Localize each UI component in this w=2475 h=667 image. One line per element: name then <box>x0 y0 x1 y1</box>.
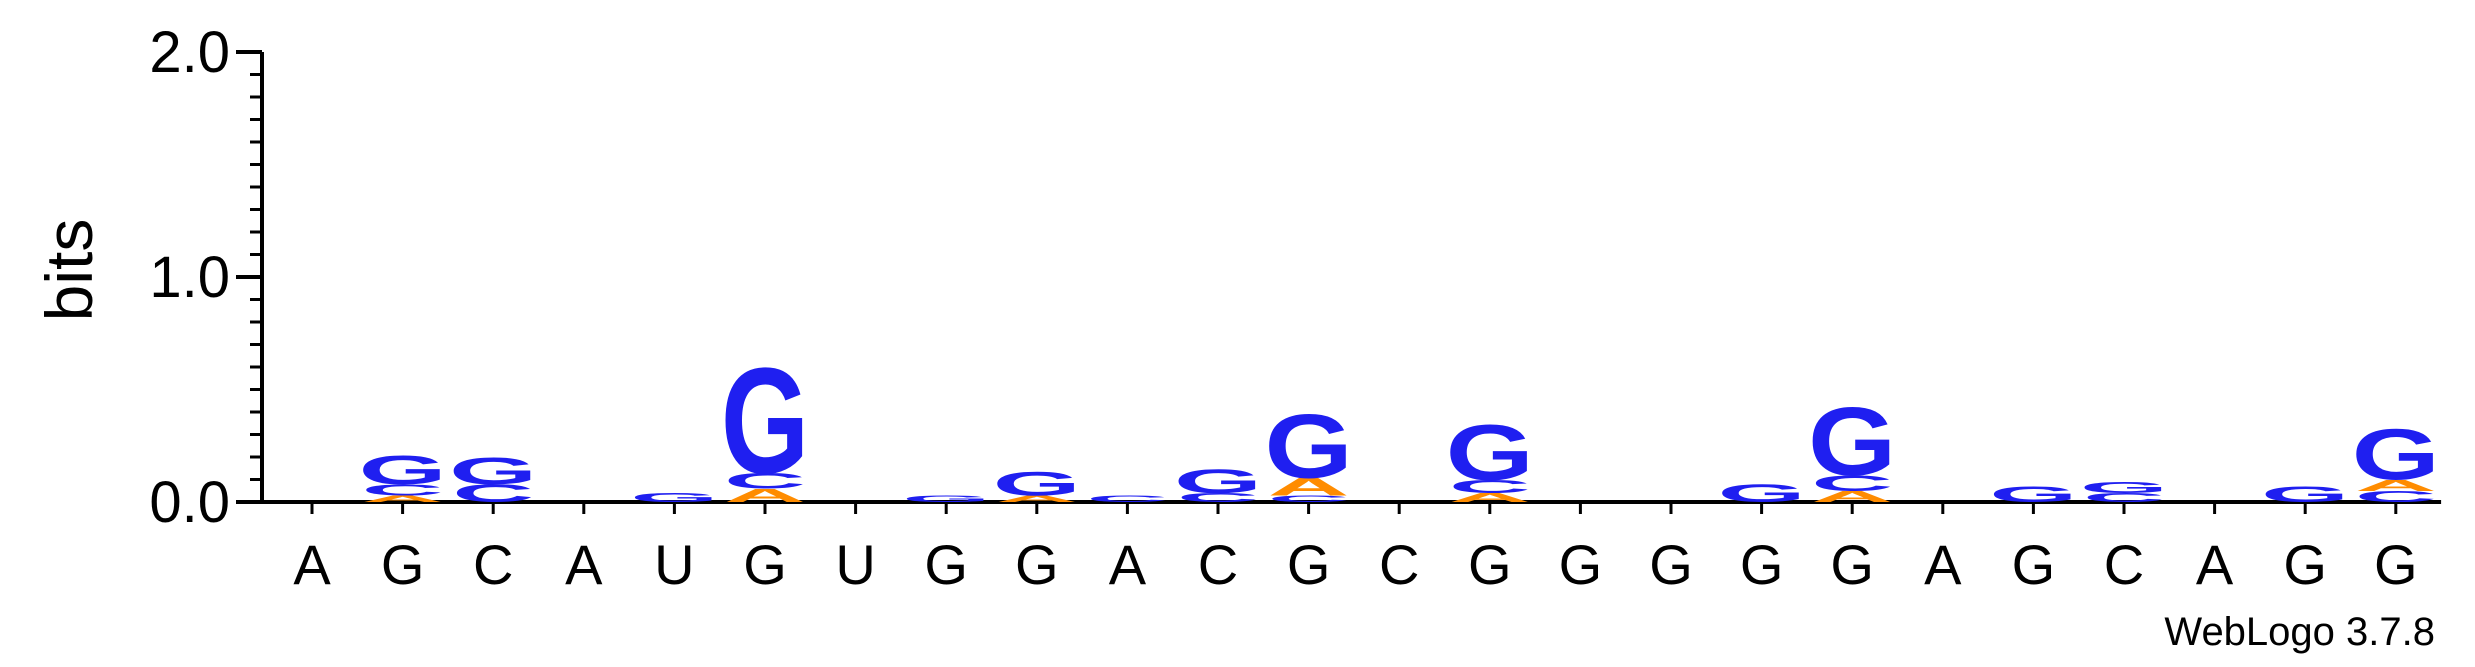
position-stack: G <box>1717 480 1805 508</box>
position-stack: G <box>630 491 718 505</box>
x-tick-label: C <box>473 533 513 596</box>
y-tick-label: 2.0 <box>149 20 230 85</box>
position-stack: AG <box>993 464 1081 504</box>
position-stack: G <box>902 494 990 505</box>
weblogo-credit: WebLogo 3.7.8 <box>2164 610 2435 654</box>
x-tick-label: U <box>654 533 694 596</box>
x-tick-label: A <box>1924 533 1962 596</box>
y-tick-label: 0.0 <box>149 470 230 535</box>
position-stack: CG <box>449 450 537 508</box>
position-stack: G <box>2261 482 2349 506</box>
x-tick-label: A <box>2196 533 2234 596</box>
y-axis: 0.0 1.0 2.0 <box>149 20 264 535</box>
x-tick-label: G <box>1015 533 1059 596</box>
logo-letter-G: G <box>2261 482 2349 506</box>
logo-letter-C: C <box>2355 488 2437 505</box>
logo-letter-G: G <box>1808 388 1896 497</box>
logo-letter-G: G <box>721 337 809 505</box>
logo-letter-C: C <box>2083 491 2165 505</box>
position-stack: C <box>1086 494 1168 505</box>
position-stack: CG <box>2080 479 2168 505</box>
position-stack: ACG <box>1808 388 1896 506</box>
x-tick-label: U <box>835 533 875 596</box>
x-tick-label: G <box>2283 533 2327 596</box>
x-tick-label: G <box>1287 533 1331 596</box>
logo-letter-G: G <box>993 464 1081 503</box>
logo-letter-G: G <box>358 448 446 493</box>
logo-letter-A: A <box>996 494 1078 505</box>
x-tick-label: G <box>1468 533 1512 596</box>
position-stack: ACG <box>721 337 809 506</box>
x-tick-label: G <box>2012 533 2056 596</box>
logo-letter-G: G <box>1989 482 2077 506</box>
logo-letter-G: G <box>902 494 990 505</box>
x-tick-label: A <box>1109 533 1147 596</box>
x-tick-label: G <box>1559 533 1603 596</box>
logo-letter-C: C <box>1177 491 1259 505</box>
logo-letter-G: G <box>449 450 537 492</box>
logo-letter-G: G <box>2352 415 2440 496</box>
position-stack: G <box>1989 482 2077 506</box>
logo-letter-C: C <box>1449 476 1531 497</box>
logo-letter-A: A <box>1449 491 1531 505</box>
logo-letter-C: C <box>724 469 806 493</box>
position-stack: ACG <box>358 448 446 505</box>
logo-letter-A: A <box>362 494 444 505</box>
logo-letter-G: G <box>1264 395 1352 497</box>
logo-letter-C: C <box>452 480 534 508</box>
x-tick-label: C <box>1198 533 1238 596</box>
position-stack: CAG <box>2352 415 2440 506</box>
x-tick-label: G <box>1649 533 1693 596</box>
x-tick-label: A <box>565 533 603 596</box>
x-tick-label: C <box>1379 533 1419 596</box>
logo-letter-C: C <box>1268 494 1350 505</box>
x-tick-label: C <box>2104 533 2144 596</box>
logo-letter-A: A <box>1811 488 1893 505</box>
x-tick-label: G <box>743 533 787 596</box>
logo-letter-A: A <box>724 485 806 506</box>
x-tick-label: G <box>1830 533 1874 596</box>
logo-letter-G: G <box>2080 479 2168 496</box>
x-tick-label: G <box>381 533 425 596</box>
logo-letter-G: G <box>1717 480 1805 508</box>
logo-letter-C: C <box>1086 494 1168 505</box>
position-stack: ACG <box>1446 409 1534 505</box>
x-tick-label: G <box>1740 533 1784 596</box>
x-tick-label: A <box>293 533 331 596</box>
logo-letter-A: A <box>2355 477 2437 494</box>
logo-letter-C: C <box>362 481 444 498</box>
x-tick-label: G <box>2374 533 2418 596</box>
y-tick-label: 1.0 <box>149 245 230 310</box>
x-tick-label: G <box>924 533 968 596</box>
logo-letter-G: G <box>630 491 718 505</box>
logo-letter-C: C <box>1811 471 1893 495</box>
logo-letter-G: G <box>1174 462 1262 501</box>
logo-letter-G: G <box>1446 409 1534 497</box>
position-stack: CG <box>1174 462 1262 505</box>
y-axis-label: bits <box>32 219 106 322</box>
position-stack: CAG <box>1264 395 1352 504</box>
logo-letter-A: A <box>1268 473 1350 501</box>
